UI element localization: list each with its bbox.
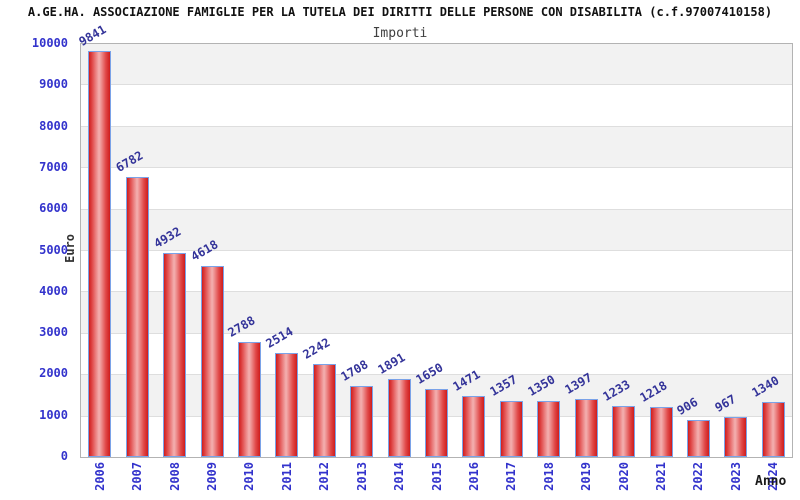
- bar-value-label: 1891: [375, 350, 408, 377]
- bar-value-label: 1650: [413, 360, 446, 387]
- chart-bar-2012: [312, 364, 336, 457]
- y-tick-label: 10000: [31, 36, 68, 50]
- bar-value-label: 1218: [637, 378, 670, 405]
- grid-band: [81, 44, 792, 86]
- y-tick-label: 7000: [39, 159, 68, 174]
- y-tick-label: 2000: [39, 366, 68, 381]
- y-tick-label: 4000: [39, 283, 68, 298]
- y-tick-label: 3000: [39, 325, 68, 340]
- x-tick-label: 2019: [579, 462, 594, 491]
- x-tick-label: 2018: [541, 462, 556, 491]
- x-tick-label: 2015: [429, 462, 444, 491]
- x-tick-label: 2007: [130, 462, 145, 491]
- grid-band: [81, 251, 792, 293]
- y-tick-label: 1000: [39, 407, 68, 422]
- chart-bar-2008: [163, 253, 187, 457]
- chart-bar-2015: [425, 389, 448, 457]
- bar-value-label: 2788: [225, 313, 258, 340]
- y-tick-label: 5000: [39, 242, 68, 257]
- plot-area: 9841 6782 4932 4618 2788 2514 2242 1708 1891 1650…: [76, 22, 793, 458]
- x-tick-label: 2023: [728, 462, 743, 491]
- bar-value-label: 1708: [338, 357, 371, 384]
- chart-bar-2020: [612, 406, 636, 457]
- x-tick-label: 2012: [317, 462, 332, 491]
- x-axis-tick-labels: Anno 2006 2007 2008 2009 2010 2011 2012 2013 201…: [81, 462, 792, 498]
- grid-band: [81, 333, 792, 376]
- x-tick-label: 2008: [167, 462, 182, 491]
- chart-bar-2024: [761, 402, 785, 457]
- bars-layer: 9841 6782 4932 4618 2788 2514 2242 1708 1891 1650…: [76, 22, 792, 457]
- bar-value-label: 1350: [525, 372, 558, 399]
- grid-band: [81, 126, 792, 169]
- bar-value-label: 4932: [151, 224, 184, 251]
- grid-band: [81, 209, 792, 252]
- bar-value-label: 906: [674, 394, 701, 418]
- x-tick-label: 2009: [205, 462, 219, 491]
- y-tick-label: 9000: [39, 77, 68, 92]
- bar-value-label: 1233: [600, 377, 633, 404]
- bar-value-label: 967: [712, 391, 739, 415]
- chart-bar-2006: [88, 51, 112, 457]
- bar-value-label: 1340: [749, 373, 782, 400]
- x-tick-label: 2017: [504, 462, 519, 491]
- chart-bar-2019: [574, 399, 598, 457]
- grid-band: [81, 85, 792, 127]
- chart-title: A.GE.HA. ASSOCIAZIONE FAMIGLIE PER LA TU…: [27, 5, 773, 19]
- bar-value-label: 4618: [188, 237, 221, 264]
- chart-bar-2021: [649, 407, 673, 457]
- chart-bar-2007: [125, 177, 149, 457]
- bar-value-label: 1471: [450, 367, 483, 394]
- x-tick-label: 2016: [466, 462, 481, 491]
- bar-value-label: 2514: [263, 324, 296, 351]
- chart-bar-2014: [387, 379, 411, 457]
- x-tick-label: 2022: [691, 462, 706, 491]
- grid-band: [81, 292, 792, 334]
- bar-value-label: 2242: [300, 335, 333, 362]
- grid-band: [81, 168, 792, 210]
- bar-value-label: 1357: [487, 372, 520, 399]
- x-tick-label: 2014: [392, 462, 407, 491]
- chart-bar-2009: [200, 266, 224, 457]
- chart-bar-2018: [537, 401, 561, 457]
- x-axis-label: Anno: [755, 474, 787, 489]
- y-tick-label: 0: [60, 449, 68, 463]
- chart-bar-2010: [237, 342, 261, 457]
- chart-bar-2013: [350, 386, 374, 457]
- background-bands: [81, 44, 792, 458]
- chart-bar-2022: [686, 420, 710, 457]
- chart-bar-2023: [724, 417, 748, 457]
- y-tick-label: 6000: [39, 201, 68, 216]
- x-tick-label: 2020: [616, 462, 631, 491]
- x-tick-label: 2006: [92, 462, 107, 491]
- x-tick-label: 2021: [654, 462, 668, 491]
- bar-value-label: 1397: [562, 370, 595, 397]
- y-axis-tick-labels: 0 1000 2000 3000 4000 5000 6000 7000 8000 9000 100…: [10, 37, 68, 462]
- bar-value-label: 6782: [113, 148, 146, 175]
- x-tick-label: 2010: [242, 462, 257, 491]
- chart-subtitle: Importi: [372, 26, 428, 41]
- x-tick-label: 2013: [354, 462, 369, 491]
- chart-bar-2011: [275, 353, 299, 457]
- chart-bar-2017: [499, 401, 523, 457]
- x-tick-label: 2011: [279, 462, 294, 491]
- y-tick-label: 8000: [39, 118, 68, 133]
- chart-bar-2016: [462, 396, 486, 457]
